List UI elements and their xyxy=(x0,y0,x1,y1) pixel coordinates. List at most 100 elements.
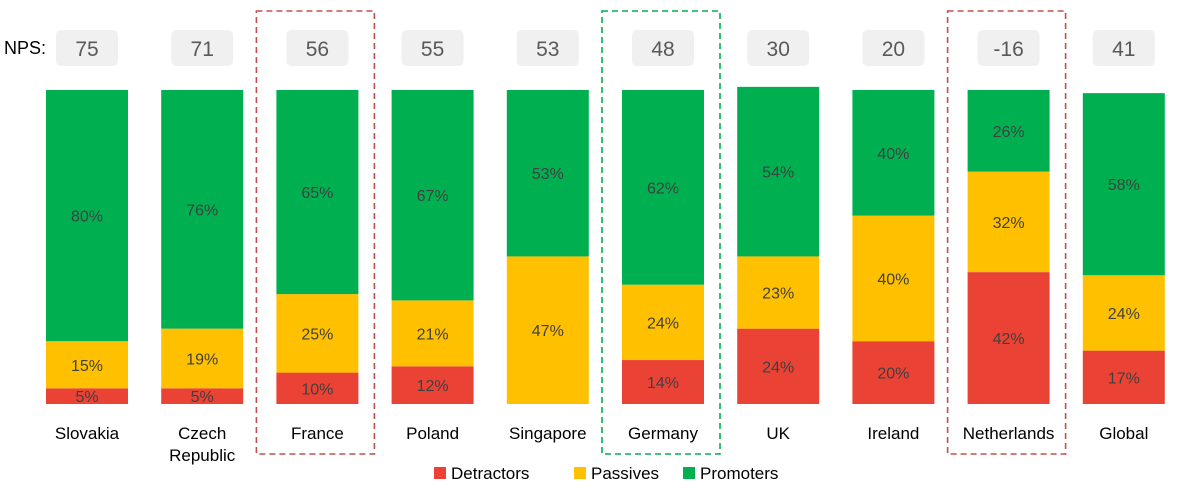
category-labels: Slovakia Czech Republic France Poland Singapo… xyxy=(55,424,1149,465)
nps-score-row: 75 71 56 55 53 48 30 20 -16 41 xyxy=(56,30,1155,66)
nps-value-czech-republic: 71 xyxy=(191,38,214,61)
category-label-line: Ireland xyxy=(867,424,919,443)
nps-value-netherlands: -16 xyxy=(993,38,1023,61)
bar-passives-czech-republic xyxy=(161,328,244,389)
bar-promoters-france xyxy=(276,90,359,295)
data-label-promoters-germany: 62% xyxy=(647,180,679,197)
legend-label-detractors: Detractors xyxy=(451,464,529,483)
bar-passives-germany xyxy=(622,284,704,361)
data-label-passives-netherlands: 32% xyxy=(993,215,1025,232)
bar-promoters-uk xyxy=(737,86,820,257)
data-label-detractors-ireland: 20% xyxy=(877,366,909,383)
data-label-promoters-slovakia: 80% xyxy=(71,209,103,226)
legend: Detractors Passives Promoters xyxy=(434,464,778,483)
nps-value-france: 56 xyxy=(306,38,329,61)
data-label-passives-czech-republic: 19% xyxy=(186,351,218,368)
bar-detractors-netherlands xyxy=(967,272,1050,404)
category-label-line: Republic xyxy=(169,446,236,465)
data-label-detractors-global: 17% xyxy=(1108,370,1140,387)
bar-promoters-germany xyxy=(622,90,704,285)
data-label-promoters-czech-republic: 76% xyxy=(186,202,218,219)
data-label-detractors-netherlands: 42% xyxy=(993,331,1025,348)
bar-group: 5% 15% 80% 5% 19% 76% 10% 25% 65% 12% 21% 67% 47% 53%… xyxy=(46,86,1165,406)
data-label-promoters-netherlands: 26% xyxy=(993,124,1025,141)
category-label-slovakia: Slovakia xyxy=(55,424,120,443)
legend-swatch-passives xyxy=(574,467,586,479)
category-label-line: Global xyxy=(1099,424,1148,443)
nps-box-netherlands xyxy=(977,30,1040,66)
nps-box-slovakia xyxy=(56,30,118,66)
data-label-promoters-france: 65% xyxy=(301,185,333,202)
data-label-passives-singapore: 47% xyxy=(532,323,564,340)
data-label-passives-global: 24% xyxy=(1108,306,1140,323)
bar-promoters-singapore xyxy=(506,90,589,257)
bar-detractors-uk xyxy=(737,328,820,404)
bar-passives-france xyxy=(276,294,359,373)
bar-detractors-czech-republic xyxy=(161,388,244,404)
nps-value-uk: 30 xyxy=(767,38,790,61)
data-label-detractors-germany: 14% xyxy=(647,375,679,392)
nps-value-global: 41 xyxy=(1112,38,1135,61)
bar-promoters-czech-republic xyxy=(161,90,244,329)
bar-detractors-ireland xyxy=(852,341,935,404)
category-label-global: Global xyxy=(1099,424,1148,443)
legend-swatch-promoters xyxy=(683,467,695,479)
data-label-promoters-uk: 54% xyxy=(762,165,794,182)
nps-value-poland: 55 xyxy=(421,38,444,61)
category-label-czech-republic: Czech Republic xyxy=(169,424,236,465)
data-label-passives-germany: 24% xyxy=(647,315,679,332)
bar-passives-ireland xyxy=(852,215,935,342)
nps-box-poland xyxy=(401,30,464,66)
bar-passives-uk xyxy=(737,256,820,329)
bar-detractors-poland xyxy=(391,366,474,404)
bar-passives-slovakia xyxy=(46,341,128,389)
data-label-detractors-czech-republic: 5% xyxy=(191,389,214,406)
bar-detractors-global xyxy=(1082,350,1165,404)
category-label-line: Netherlands xyxy=(963,424,1055,443)
category-label-line: Germany xyxy=(628,424,698,443)
highlight-box-france xyxy=(255,10,376,455)
nps-row-label: NPS: xyxy=(4,38,46,58)
bar-promoters-poland xyxy=(391,90,474,301)
highlight-box-germany xyxy=(601,10,721,455)
data-label-passives-poland: 21% xyxy=(417,326,449,343)
nps-box-global xyxy=(1092,30,1155,66)
data-label-detractors-slovakia: 5% xyxy=(75,389,98,406)
data-label-promoters-poland: 67% xyxy=(417,188,449,205)
bar-promoters-ireland xyxy=(852,90,935,216)
data-label-passives-slovakia: 15% xyxy=(71,358,103,375)
data-label-detractors-poland: 12% xyxy=(417,378,449,395)
legend-label-passives: Passives xyxy=(591,464,659,483)
bar-promoters-slovakia xyxy=(46,90,128,342)
bar-promoters-global xyxy=(1082,93,1165,276)
bar-passives-global xyxy=(1082,275,1165,351)
category-label-line: Slovakia xyxy=(55,424,120,443)
bar-passives-poland xyxy=(391,300,474,367)
nps-box-germany xyxy=(632,30,694,66)
data-label-promoters-ireland: 40% xyxy=(877,146,909,163)
bar-detractors-france xyxy=(276,372,359,404)
category-label-netherlands: Netherlands xyxy=(963,424,1055,443)
category-label-line: Czech xyxy=(178,424,226,443)
category-label-france: France xyxy=(291,424,344,443)
bar-passives-singapore xyxy=(506,256,589,404)
category-label-germany: Germany xyxy=(628,424,698,443)
nps-value-ireland: 20 xyxy=(882,38,905,61)
highlight-boxes xyxy=(255,10,1067,455)
nps-box-france xyxy=(286,30,349,66)
category-label-singapore: Singapore xyxy=(509,424,587,443)
category-label-line: UK xyxy=(766,424,790,443)
nps-box-ireland xyxy=(862,30,925,66)
nps-value-singapore: 53 xyxy=(536,38,559,61)
bar-detractors-germany xyxy=(622,360,704,404)
nps-value-slovakia: 75 xyxy=(75,38,98,61)
category-label-line: Poland xyxy=(406,424,459,443)
data-label-passives-uk: 23% xyxy=(762,286,794,303)
category-label-poland: Poland xyxy=(406,424,459,443)
data-label-promoters-global: 58% xyxy=(1108,177,1140,194)
category-label-line: France xyxy=(291,424,344,443)
data-label-promoters-singapore: 53% xyxy=(532,166,564,183)
nps-box-uk xyxy=(747,30,810,66)
category-label-ireland: Ireland xyxy=(867,424,919,443)
legend-label-promoters: Promoters xyxy=(700,464,778,483)
